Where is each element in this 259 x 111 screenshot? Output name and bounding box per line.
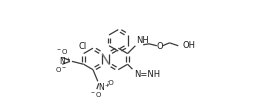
- Text: N$^+$: N$^+$: [98, 81, 111, 93]
- Text: N$^+$: N$^+$: [59, 56, 72, 67]
- Text: $^-$O: $^-$O: [55, 48, 68, 56]
- Text: O$^-$: O$^-$: [55, 65, 67, 74]
- Text: N=NH: N=NH: [134, 70, 161, 79]
- Text: OH: OH: [182, 41, 195, 50]
- Text: :O: :O: [107, 80, 114, 86]
- Text: Cl: Cl: [78, 42, 87, 51]
- Text: O: O: [156, 42, 163, 51]
- Text: $^-$O: $^-$O: [89, 90, 103, 99]
- Text: NH: NH: [136, 36, 149, 45]
